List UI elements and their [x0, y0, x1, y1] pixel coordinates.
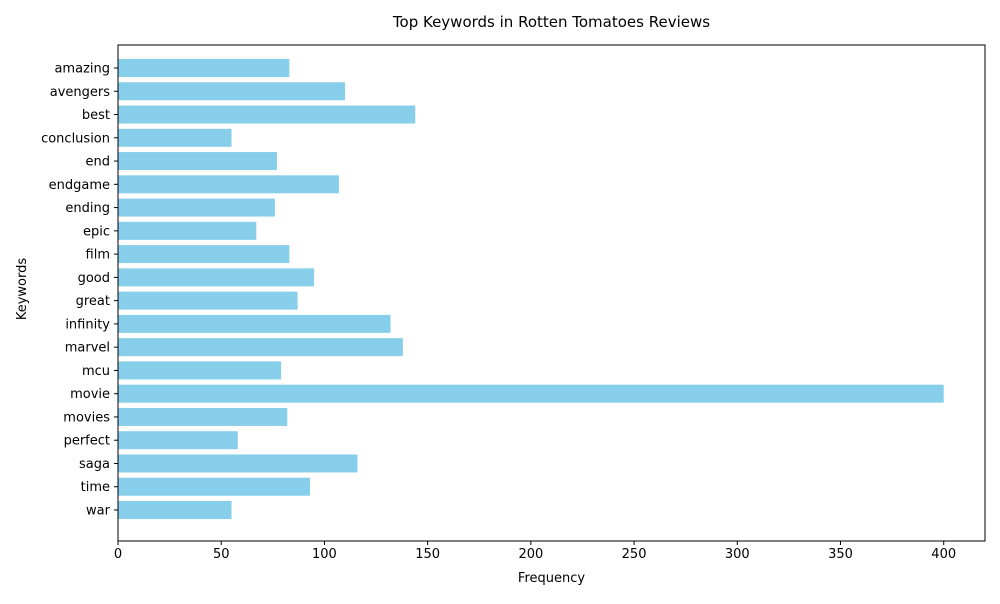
y-tick-label-endgame: endgame: [49, 178, 110, 193]
x-tick-label-100: 100: [312, 547, 337, 562]
x-tick-label-350: 350: [828, 547, 853, 562]
y-tick-label-conclusion: conclusion: [41, 131, 110, 146]
bar-movies: [118, 407, 288, 426]
x-axis-label: Frequency: [518, 571, 585, 586]
x-tick-label-50: 50: [213, 547, 230, 562]
x-tick-label-0: 0: [114, 547, 122, 562]
x-tick-label-200: 200: [518, 547, 543, 562]
y-tick-label-time: time: [81, 480, 110, 495]
bar-endgame: [118, 175, 339, 194]
bar-movie: [118, 384, 944, 403]
bar-infinity: [118, 314, 391, 333]
bar-good: [118, 268, 315, 287]
x-tick-label-250: 250: [622, 547, 647, 562]
x-tick-label-300: 300: [725, 547, 750, 562]
x-tick-label-400: 400: [931, 547, 956, 562]
plot-frame: [117, 44, 986, 542]
bar-best: [118, 105, 416, 124]
bar-saga: [118, 454, 358, 473]
bar-conclusion: [118, 128, 232, 147]
y-tick-label-film: film: [86, 248, 110, 263]
x-tick-label-150: 150: [415, 547, 440, 562]
bar-film: [118, 245, 290, 264]
bar-epic: [118, 221, 257, 240]
y-tick-label-ending: ending: [65, 201, 110, 216]
bar-ending: [118, 198, 275, 217]
y-tick-label-end: end: [86, 155, 111, 170]
y-tick-label-perfect: perfect: [64, 434, 110, 449]
y-tick-label-marvel: marvel: [65, 341, 110, 356]
y-tick-label-great: great: [76, 294, 110, 309]
bars-layer: [118, 59, 944, 519]
bar-end: [118, 152, 277, 171]
bar-perfect: [118, 431, 238, 450]
y-tick-label-amazing: amazing: [54, 62, 110, 77]
bar-avengers: [118, 82, 346, 101]
axes-layer: amazing avengers best conclusion end endgame e…: [41, 44, 986, 562]
y-tick-label-movie: movie: [70, 387, 110, 402]
bar-marvel: [118, 338, 403, 357]
y-tick-label-infinity: infinity: [65, 317, 110, 332]
y-axis-label: Keywords: [15, 258, 30, 321]
y-tick-label-best: best: [82, 108, 110, 123]
bar-mcu: [118, 361, 282, 380]
chart-title: Top Keywords in Rotten Tomatoes Reviews: [392, 13, 710, 31]
y-tick-label-movies: movies: [63, 410, 110, 425]
bar-amazing: [118, 59, 290, 77]
y-tick-label-epic: epic: [83, 224, 110, 239]
bar-time: [118, 477, 310, 496]
y-tick-label-good: good: [78, 271, 110, 286]
y-tick-label-avengers: avengers: [50, 85, 110, 100]
y-tick-label-war: war: [86, 504, 111, 519]
bar-great: [118, 291, 298, 310]
y-tick-label-mcu: mcu: [82, 364, 110, 379]
bar-war: [118, 501, 232, 519]
y-tick-label-saga: saga: [79, 457, 110, 472]
